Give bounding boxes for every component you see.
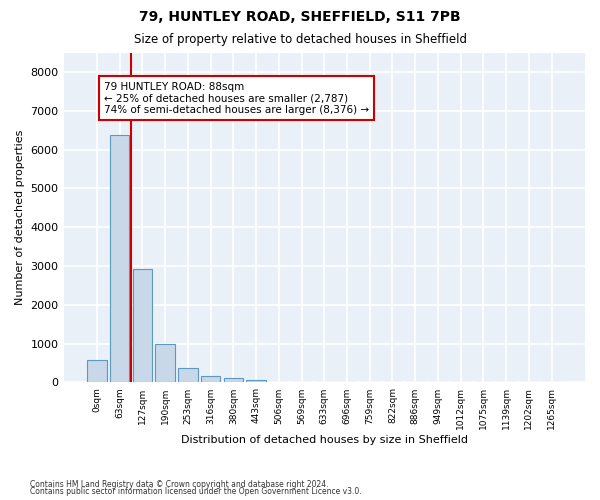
Text: 79, HUNTLEY ROAD, SHEFFIELD, S11 7PB: 79, HUNTLEY ROAD, SHEFFIELD, S11 7PB — [139, 10, 461, 24]
Text: Size of property relative to detached houses in Sheffield: Size of property relative to detached ho… — [133, 32, 467, 46]
Text: 79 HUNTLEY ROAD: 88sqm
← 25% of detached houses are smaller (2,787)
74% of semi-: 79 HUNTLEY ROAD: 88sqm ← 25% of detached… — [104, 82, 369, 115]
X-axis label: Distribution of detached houses by size in Sheffield: Distribution of detached houses by size … — [181, 435, 468, 445]
Bar — [224, 378, 243, 382]
Text: Contains HM Land Registry data © Crown copyright and database right 2024.: Contains HM Land Registry data © Crown c… — [30, 480, 329, 489]
Bar — [201, 376, 220, 382]
Bar — [155, 344, 175, 383]
Y-axis label: Number of detached properties: Number of detached properties — [15, 130, 25, 305]
Bar — [178, 368, 197, 382]
Bar — [110, 135, 130, 382]
Bar — [87, 360, 107, 382]
Bar — [247, 380, 266, 382]
Bar — [133, 269, 152, 382]
Text: Contains public sector information licensed under the Open Government Licence v3: Contains public sector information licen… — [30, 487, 362, 496]
